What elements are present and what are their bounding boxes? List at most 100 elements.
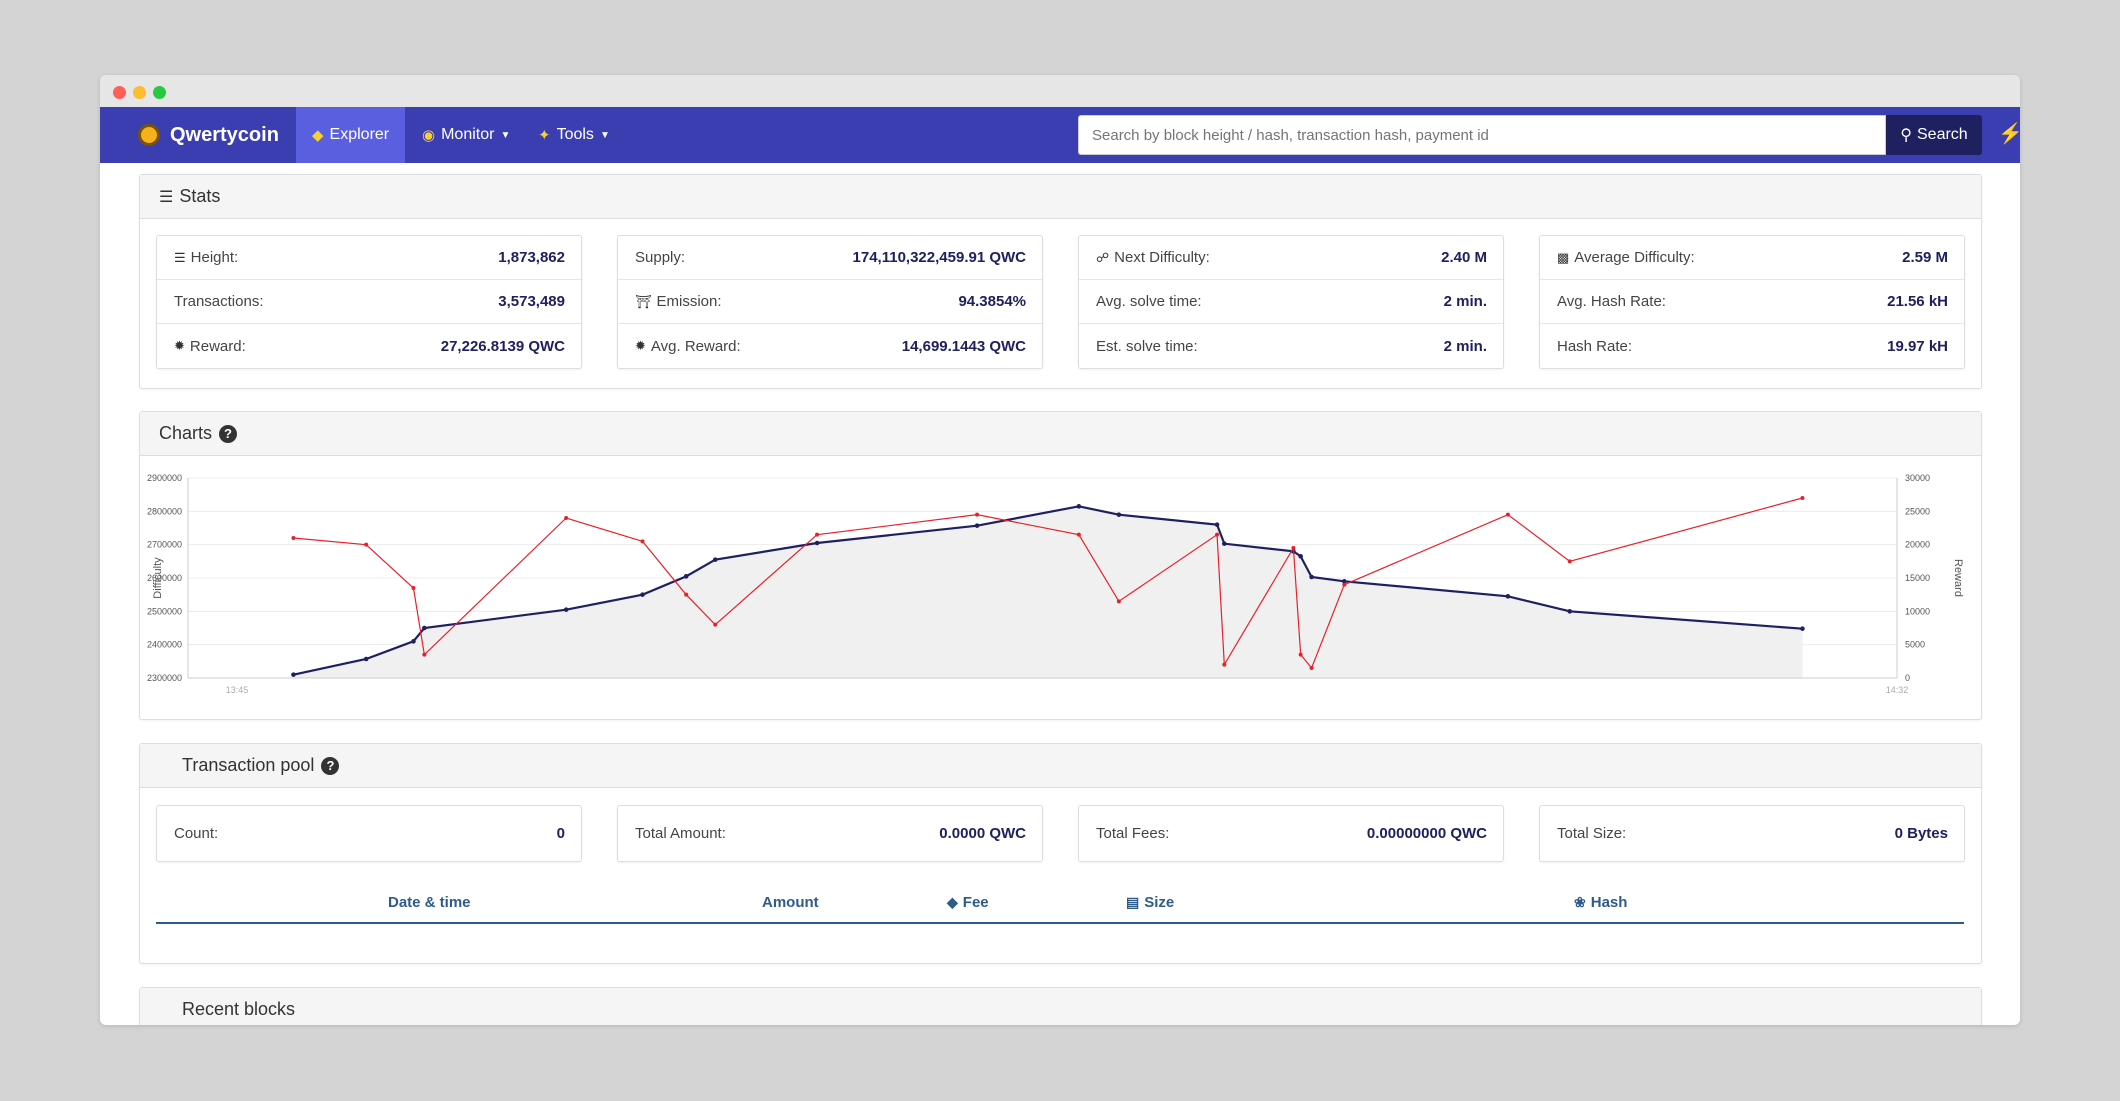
difficulty-point xyxy=(1342,579,1347,584)
pool-total-amount-box: Total Amount: 0.0000 QWC xyxy=(617,805,1043,862)
tag-icon: ◆ xyxy=(947,894,958,910)
transaction-pool-title: Transaction pool xyxy=(182,755,315,775)
y2-tick-label: 30000 xyxy=(1905,473,1930,483)
bank-icon: ⛩ xyxy=(635,293,652,309)
difficulty-point xyxy=(640,592,645,597)
search-button[interactable]: ⚲ Search xyxy=(1886,115,1982,155)
top-navbar: Qwertycoin ◆ Explorer ◉ Monitor ▼ ✦ Tool… xyxy=(100,107,2020,163)
certificate-icon: ✹ xyxy=(174,338,185,353)
eye-icon: ◉ xyxy=(422,127,436,144)
transaction-pool-panel: Transaction pool ? Count: 0 Total Amount:… xyxy=(139,743,1982,964)
stat-emission: ⛩ Emission: 94.3854% xyxy=(618,280,1042,324)
difficulty-point xyxy=(291,672,296,677)
stats-box-supply: Supply: 174,110,322,459.91 QWC ⛩ Emission:… xyxy=(617,235,1043,369)
difficulty-point xyxy=(1298,554,1303,559)
stats-box-blocks: ☰ Height: 1,873,862 Transactions: 3,573,489… xyxy=(156,235,582,369)
difficulty-point xyxy=(363,656,369,662)
stat-average-difficulty: ▩ Average Difficulty: 2.59 M xyxy=(1540,236,1964,280)
y-tick-label: 2300000 xyxy=(147,673,182,683)
reward-point xyxy=(1298,652,1303,657)
reward-point xyxy=(291,536,296,540)
caret-down-icon: ▼ xyxy=(599,129,610,141)
reward-point xyxy=(564,516,569,520)
difficulty-point xyxy=(1505,594,1511,599)
difficulty-point xyxy=(411,639,416,644)
charts-panel: Charts ? 2300000 2400000 2500000 2600000 270… xyxy=(139,411,1982,720)
reward-point xyxy=(1505,512,1510,517)
y2-tick-label: 5000 xyxy=(1905,640,1925,650)
difficulty-point xyxy=(1076,504,1082,509)
question-circle-icon[interactable]: ? xyxy=(219,424,238,443)
reward-point xyxy=(684,592,689,597)
difficulty-point xyxy=(1309,574,1314,580)
nav-tools-label: Tools xyxy=(556,126,594,143)
column-fee[interactable]: ◆ Fee xyxy=(947,894,989,911)
nav-tools-dropdown[interactable]: ✦ Tools ▼ xyxy=(522,107,626,163)
difficulty-reward-chart: 2300000 2400000 2500000 2600000 2700000 28000… xyxy=(147,473,1964,695)
difficulty-point xyxy=(683,574,689,579)
stat-est-solve-time: Est. solve time: 2 min. xyxy=(1096,337,1487,355)
wrench-icon: ✦ xyxy=(538,127,551,144)
y2-axis-title: Reward xyxy=(1952,559,1964,597)
column-size[interactable]: ▤ Size xyxy=(1126,894,1175,911)
y-tick-label: 2800000 xyxy=(147,506,182,516)
reward-point xyxy=(422,652,427,657)
difficulty-point xyxy=(1214,522,1220,527)
y-tick-label: 2600000 xyxy=(147,573,182,583)
y-axis-title: Difficulty xyxy=(152,557,164,599)
nav-monitor-label: Monitor xyxy=(441,126,495,143)
stats-panel: ☰ Stats ☰ Height: 1,873,862 Transactions: 3… xyxy=(139,174,1982,389)
stat-transactions: Transactions: 3,573,489 xyxy=(157,280,581,324)
y-tick-label: 2400000 xyxy=(147,640,182,650)
difficulty-point xyxy=(422,625,427,631)
reward-point xyxy=(1800,496,1805,500)
minimize-window-button[interactable] xyxy=(133,86,146,99)
brand-link[interactable]: Qwertycoin xyxy=(138,107,279,163)
pool-total-size-box: Total Size: 0 Bytes xyxy=(1539,805,1965,862)
question-circle-icon[interactable]: ? xyxy=(321,756,340,775)
table-header-divider xyxy=(156,922,1964,924)
difficulty-point xyxy=(1800,626,1805,631)
column-date-time[interactable]: Date & time xyxy=(388,894,471,911)
stat-avg-hash-rate: Avg. Hash Rate: 21.56 kH xyxy=(1540,280,1964,324)
stat-height: ☰ Height: 1,873,862 xyxy=(157,236,581,280)
reward-point xyxy=(364,542,369,547)
unlock-icon: ☍ xyxy=(1096,249,1110,265)
stat-avg-solve-time: Avg. solve time: 2 min. xyxy=(1079,280,1503,324)
reward-point xyxy=(975,512,980,517)
difficulty-point xyxy=(563,607,569,612)
nav-monitor-dropdown[interactable]: ◉ Monitor ▼ xyxy=(406,107,526,163)
stat-hash-rate: Hash Rate: 19.97 kH xyxy=(1557,337,1948,355)
maximize-window-button[interactable] xyxy=(153,86,166,99)
recent-blocks-header: Recent blocks xyxy=(140,988,1981,1025)
column-hash[interactable]: ❀ Hash xyxy=(1574,894,1628,911)
stat-reward: ✹ Reward: 27,226.8139 QWC xyxy=(174,337,565,355)
reward-point xyxy=(411,586,416,590)
lightning-icon[interactable]: ⚡ xyxy=(1998,123,2020,145)
browser-window: Qwertycoin ◆ Explorer ◉ Monitor ▼ ✦ Tool… xyxy=(100,75,2020,1025)
search-input[interactable] xyxy=(1078,115,1886,155)
close-window-button[interactable] xyxy=(113,86,126,99)
difficulty-point xyxy=(814,540,820,546)
y2-tick-label: 15000 xyxy=(1905,573,1930,583)
stats-box-difficulty: ☍ Next Difficulty: 2.40 M Avg. solve time:… xyxy=(1078,235,1504,369)
reward-point xyxy=(815,532,820,537)
difficulty-point xyxy=(712,557,718,562)
difficulty-point xyxy=(1222,541,1227,546)
lock-icon: ▩ xyxy=(1557,249,1570,265)
difficulty-point xyxy=(1116,512,1122,517)
paw-icon: ❀ xyxy=(1574,894,1586,910)
reward-point xyxy=(1116,599,1121,604)
column-amount[interactable]: Amount xyxy=(762,894,819,911)
search-button-label: Search xyxy=(1917,126,1968,143)
nav-explorer[interactable]: ◆ Explorer xyxy=(296,107,406,163)
recent-blocks-panel: Recent blocks xyxy=(139,987,1982,1025)
list-icon: ☰ xyxy=(174,249,186,265)
reward-point xyxy=(1342,582,1347,587)
pool-count-box: Count: 0 xyxy=(156,805,582,862)
stat-supply: Supply: 174,110,322,459.91 QWC xyxy=(618,236,1042,280)
x-tick-label: 14:32 xyxy=(1886,685,1909,695)
brand-name: Qwertycoin xyxy=(170,123,279,146)
transaction-pool-header: Transaction pool ? xyxy=(140,744,1981,788)
charts-title: Charts xyxy=(159,423,213,443)
